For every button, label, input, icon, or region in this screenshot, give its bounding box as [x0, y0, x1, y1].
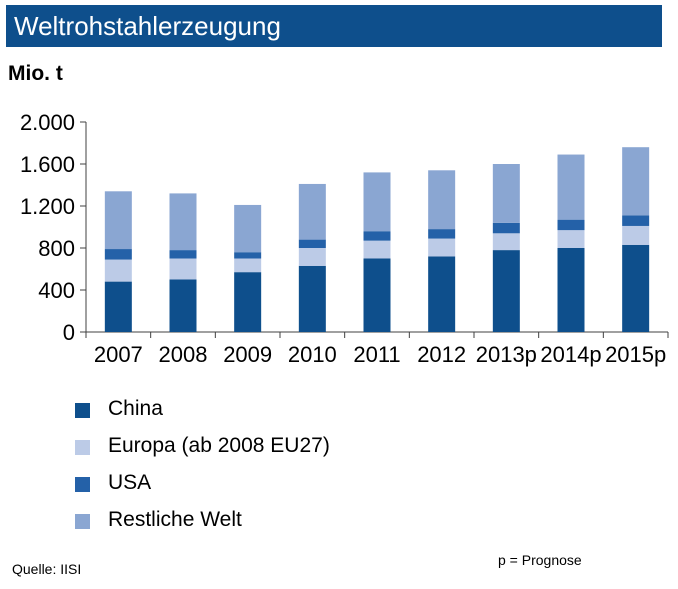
x-tick-label: 2011: [353, 342, 400, 367]
x-tick-label: 2014p: [540, 342, 601, 367]
legend-swatch: [75, 477, 90, 492]
bar-usa-2010: [298, 239, 326, 248]
bar-china-2009: [234, 272, 262, 332]
bar-europa-ab-2008-eu27-2008: [169, 258, 197, 280]
y-tick-label: 1.200: [20, 194, 75, 219]
bar-restliche-welt-2013p: [492, 164, 520, 223]
x-tick-label: 2013p: [476, 342, 537, 367]
bar-europa-ab-2008-eu27-2015p: [622, 225, 650, 245]
bar-europa-ab-2008-eu27-2007: [104, 259, 132, 282]
forecast-note: p = Prognose: [498, 552, 582, 568]
y-tick-label: 1.600: [20, 152, 75, 177]
legend-label: Europa (ab 2008 EU27): [108, 434, 330, 457]
bar-usa-2007: [104, 249, 132, 260]
bar-usa-2012: [428, 229, 456, 239]
bar-usa-2011: [363, 231, 391, 241]
bar-usa-2014p: [557, 219, 585, 231]
bar-europa-ab-2008-eu27-2014p: [557, 230, 585, 248]
bar-usa-2013p: [492, 222, 520, 234]
legend-label: China: [108, 397, 163, 420]
bar-restliche-welt-2010: [298, 183, 326, 240]
bar-restliche-welt-2014p: [557, 154, 585, 220]
chart-title: Weltrohstahlerzeugung: [14, 11, 281, 41]
legend-label: Restliche Welt: [108, 508, 242, 531]
bar-china-2007: [104, 281, 132, 332]
bar-china-2013p: [492, 250, 520, 332]
bar-europa-ab-2008-eu27-2009: [234, 258, 262, 273]
bar-europa-ab-2008-eu27-2013p: [492, 233, 520, 251]
x-tick-label: 2010: [288, 342, 337, 367]
y-tick-label: 800: [38, 236, 75, 261]
bar-restliche-welt-2007: [104, 191, 132, 250]
legend-label: USA: [108, 471, 152, 494]
bar-restliche-welt-2015p: [622, 147, 650, 216]
bar-china-2011: [363, 258, 391, 332]
bar-restliche-welt-2012: [428, 170, 456, 230]
bar-chart: 0 400 800 1.200 1.600 2.000 2007 2008 2009 2010 20…: [20, 110, 669, 367]
y-axis-unit-label: Mio. t: [8, 62, 63, 85]
x-tick-label: 2007: [94, 342, 143, 367]
bar-europa-ab-2008-eu27-2011: [363, 240, 391, 259]
bar-europa-ab-2008-eu27-2010: [298, 248, 326, 266]
bar-usa-2009: [234, 252, 262, 259]
bar-china-2010: [298, 265, 326, 332]
legend-swatch: [75, 514, 90, 529]
chart-title-bar: Weltrohstahlerzeugung: [6, 5, 662, 47]
bar-europa-ab-2008-eu27-2012: [428, 238, 456, 257]
legend-swatch: [75, 403, 90, 418]
y-tick-label: 0: [63, 320, 75, 345]
bar-china-2012: [428, 256, 456, 332]
bar-restliche-welt-2009: [234, 204, 262, 253]
source-note: Quelle: IISI: [12, 561, 82, 577]
bar-restliche-welt-2011: [363, 172, 391, 232]
bar-restliche-welt-2008: [169, 193, 197, 251]
bar-china-2015p: [622, 244, 650, 332]
x-tick-label: 2008: [159, 342, 208, 367]
y-tick-label: 400: [38, 278, 75, 303]
bar-china-2008: [169, 279, 197, 332]
x-tick-label: 2015p: [605, 342, 666, 367]
x-tick-label: 2012: [417, 342, 466, 367]
bar-usa-2015p: [622, 215, 650, 226]
bar-china-2014p: [557, 248, 585, 332]
y-tick-label: 2.000: [20, 110, 75, 135]
legend-swatch: [75, 440, 90, 455]
bar-usa-2008: [169, 250, 197, 259]
x-tick-label: 2009: [223, 342, 272, 367]
